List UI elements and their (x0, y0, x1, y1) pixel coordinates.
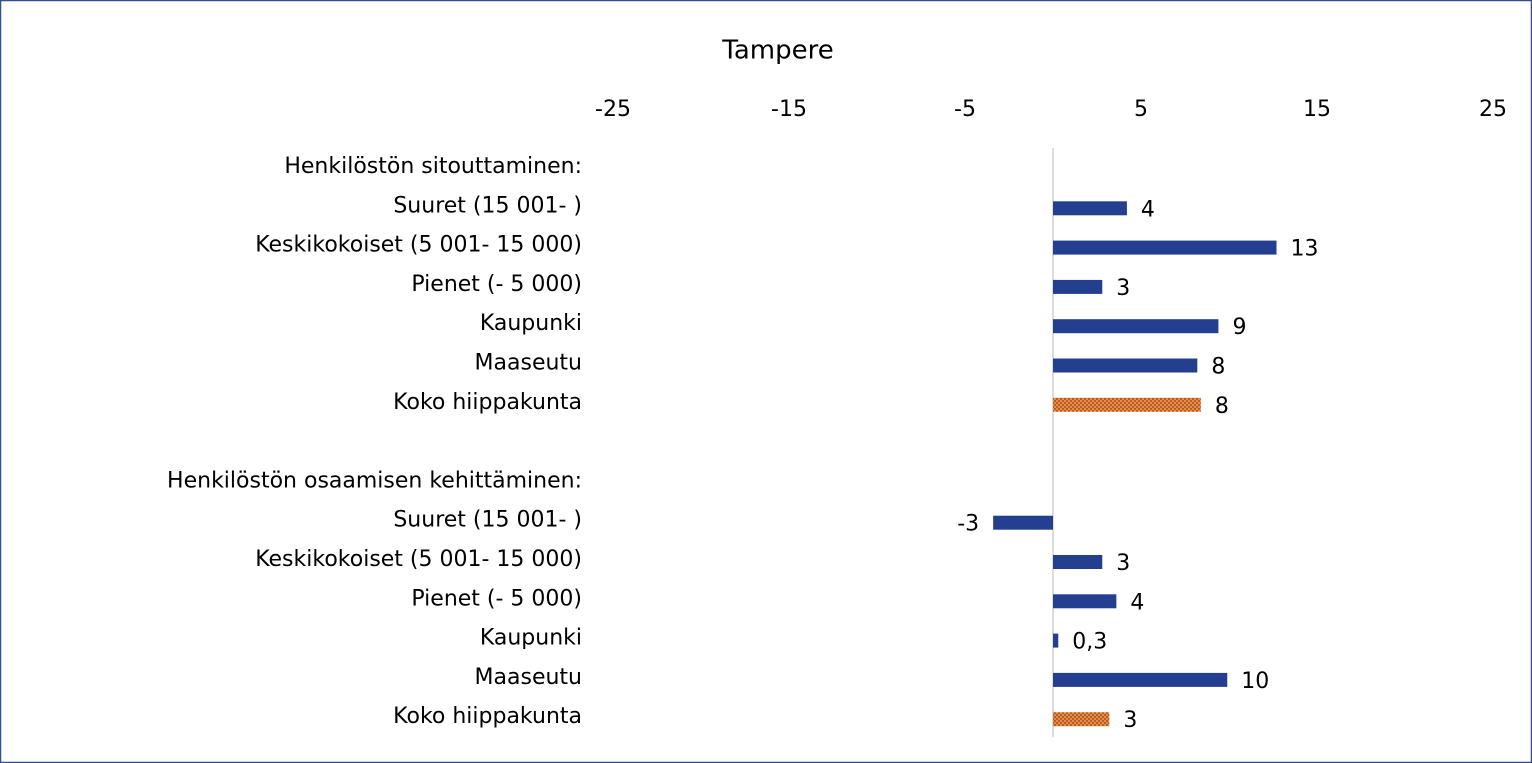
bar (1053, 319, 1219, 334)
data-label: 8 (1211, 355, 1225, 380)
bar (993, 515, 1053, 530)
y-tick-label: Suuret (15 001- ) (393, 193, 582, 218)
data-label: 3 (1123, 708, 1137, 733)
y-tick-label: Keskikokoiset (5 001- 15 000) (255, 547, 582, 572)
bar (1053, 358, 1198, 373)
data-label: 4 (1141, 197, 1155, 222)
y-tick-label: Koko hiippakunta (393, 704, 582, 729)
bar (1053, 279, 1103, 294)
bar (1053, 633, 1059, 648)
data-label: -3 (957, 512, 979, 537)
y-tick-label: Henkilöstön osaamisen kehittäminen: (167, 468, 582, 493)
data-label: 4 (1130, 590, 1144, 615)
data-label: 0,3 (1072, 630, 1107, 655)
data-label: 9 (1232, 315, 1246, 340)
x-tick-label: -15 (771, 97, 807, 122)
data-label: 8 (1215, 394, 1229, 419)
y-tick-label: Keskikokoiset (5 001- 15 000) (255, 233, 582, 258)
bar (1053, 397, 1201, 412)
data-label: 3 (1116, 276, 1130, 301)
bar (1053, 594, 1117, 609)
y-tick-label: Kaupunki (480, 626, 582, 651)
y-tick-label: Kaupunki (480, 311, 582, 336)
x-tick-label: 15 (1303, 97, 1331, 122)
x-tick-label: 5 (1134, 97, 1148, 122)
y-tick-label: Koko hiippakunta (393, 390, 582, 415)
y-tick-label: Maaseutu (475, 351, 582, 376)
bar (1053, 240, 1277, 255)
y-tick-label: Maaseutu (475, 665, 582, 690)
y-tick-label: Henkilöstön sitouttaminen: (284, 154, 582, 179)
x-tick-label: -25 (595, 97, 631, 122)
y-tick-label: Pienet (- 5 000) (411, 586, 582, 611)
bar (1053, 712, 1110, 727)
y-tick-label: Pienet (- 5 000) (411, 272, 582, 297)
data-label: 13 (1291, 237, 1319, 262)
bar (1053, 555, 1103, 569)
data-label: 3 (1116, 551, 1130, 576)
bar (1053, 672, 1228, 687)
chart-title: Tampere (721, 36, 833, 66)
x-tick-label: -5 (954, 97, 976, 122)
y-tick-label: Suuret (15 001- ) (393, 508, 582, 533)
data-label: 10 (1241, 669, 1269, 694)
x-tick-label: 25 (1479, 97, 1507, 122)
bar (1053, 201, 1127, 216)
